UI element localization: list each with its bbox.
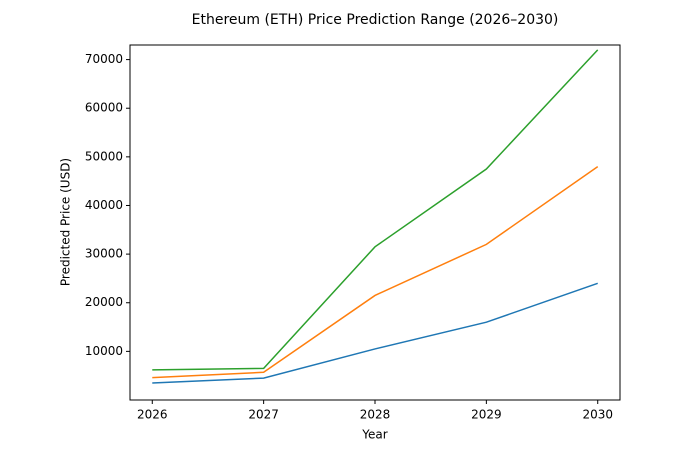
x-tick-label: 2027 [248,408,279,422]
series-line [152,49,599,371]
x-tick-label: 2028 [360,408,391,422]
y-axis-label: Predicted Price (USD) [59,158,73,286]
x-tick-label: 2030 [582,408,613,422]
y-tick-label: 40000 [85,198,123,212]
series-line [152,165,599,379]
y-tick-label: 70000 [85,52,123,66]
x-tick-label: 2026 [137,408,168,422]
y-tick-label: 20000 [85,295,123,309]
x-tick-label: 2029 [471,408,502,422]
y-tick-label: 50000 [85,149,123,163]
series-line [152,282,598,384]
y-tick-label: 60000 [85,101,123,115]
plot-frame [129,44,621,401]
chart-title: Ethereum (ETH) Price Prediction Range (2… [192,12,559,28]
y-tick-label: 30000 [85,247,123,261]
x-axis-label: Year [361,428,387,442]
y-tick-label: 10000 [85,344,123,358]
